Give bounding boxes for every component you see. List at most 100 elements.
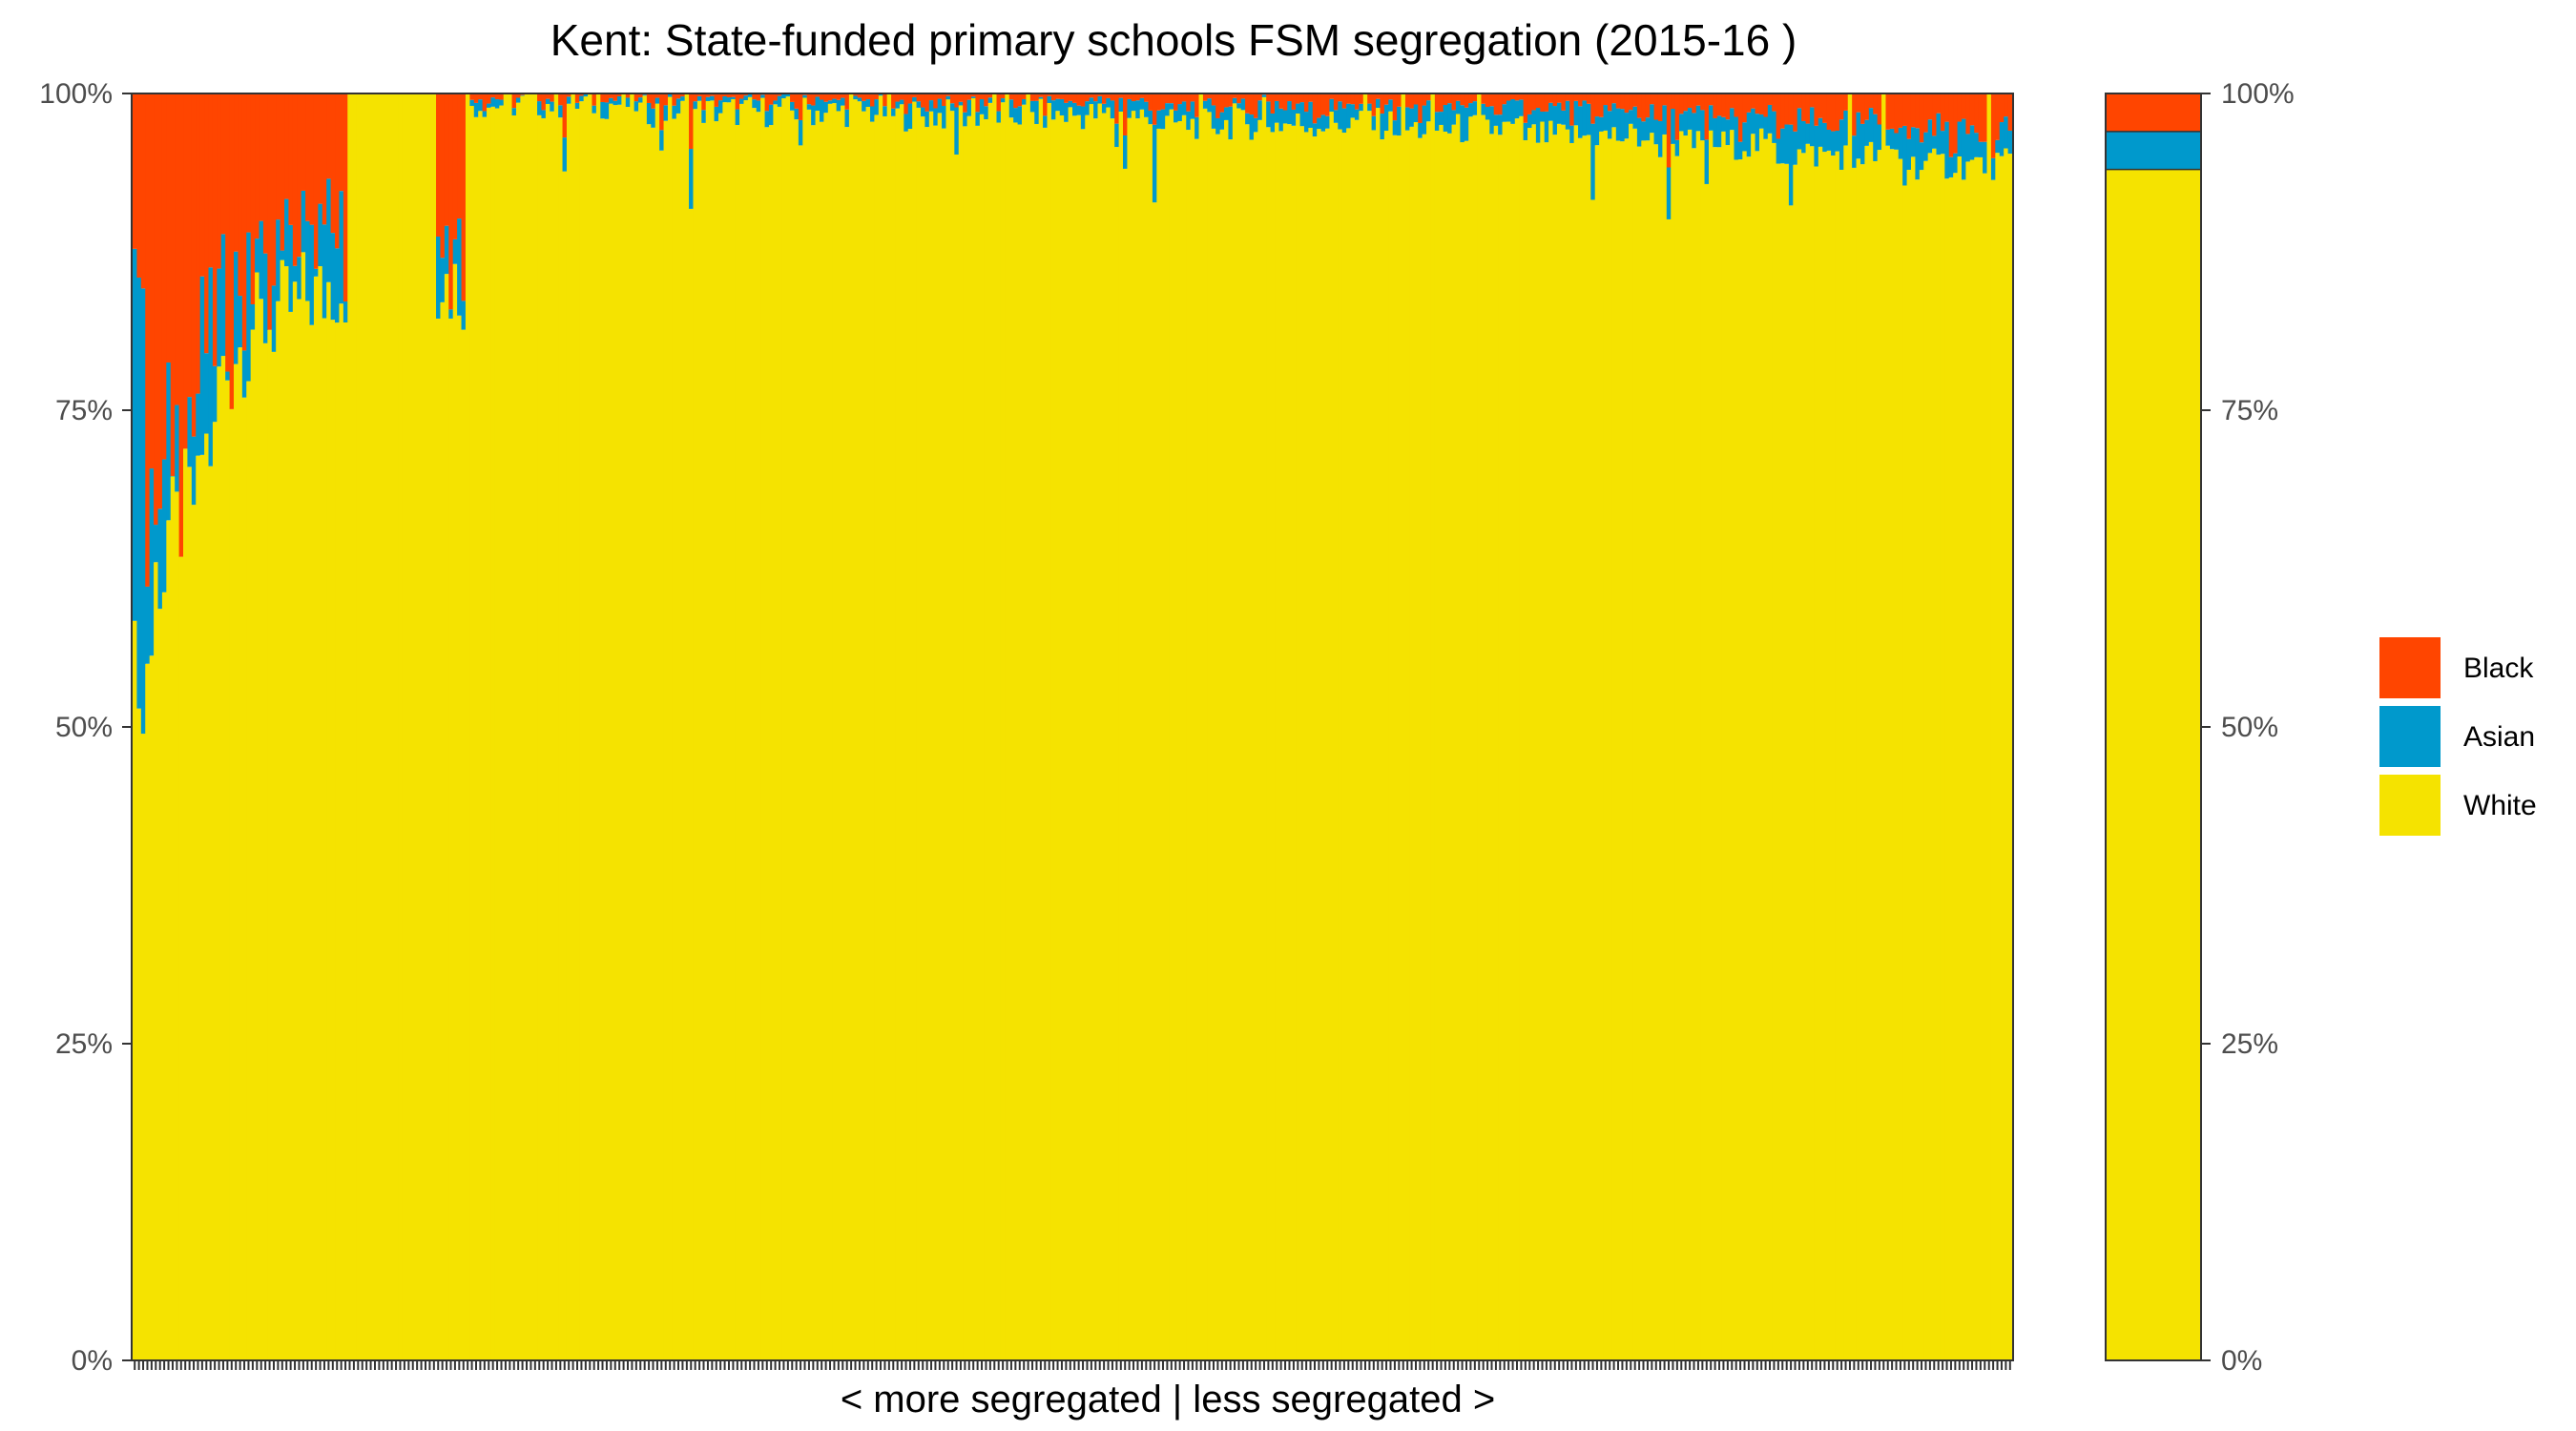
- bar-asian: [196, 393, 201, 456]
- bar-white: [1974, 156, 1980, 1361]
- bar-asian: [756, 100, 761, 113]
- bar-white: [739, 103, 745, 1361]
- overall-panel: [2107, 93, 2200, 1361]
- bar-black: [473, 93, 479, 103]
- bar-asian: [250, 304, 256, 330]
- bar-asian: [710, 95, 716, 101]
- bar-black: [457, 93, 463, 219]
- bar-white: [262, 342, 268, 1360]
- bar-black: [494, 93, 500, 100]
- bar-white: [229, 408, 235, 1360]
- bar-white: [1413, 121, 1419, 1360]
- bar-white: [1021, 104, 1028, 1361]
- bar-black: [1859, 93, 1866, 124]
- bar-asian: [1586, 103, 1591, 135]
- bar-black: [693, 93, 698, 102]
- bar-asian: [1734, 116, 1739, 160]
- bar-asian: [1114, 123, 1120, 148]
- bar-black: [1127, 93, 1132, 99]
- bar-white: [1751, 134, 1756, 1361]
- bar-asian: [1110, 100, 1115, 119]
- bar-white: [1556, 123, 1562, 1360]
- bar-asian: [1329, 98, 1335, 113]
- bar-asian: [1376, 98, 1381, 109]
- schools-panel-border: [131, 93, 2014, 1361]
- bar-asian: [862, 100, 867, 112]
- bar-white: [862, 111, 867, 1361]
- bar-white: [1978, 156, 1984, 1360]
- bar-black: [1839, 93, 1844, 120]
- bar-asian: [1767, 104, 1773, 134]
- bar-black: [1801, 93, 1807, 121]
- bar-asian: [1236, 103, 1242, 109]
- bar-asian: [865, 99, 871, 107]
- bar-white: [675, 113, 681, 1360]
- bar-asian: [672, 105, 677, 119]
- bar-black: [1927, 93, 1933, 120]
- bar-asian: [1287, 101, 1293, 125]
- y-tick-label-right: 25%: [2221, 1028, 2278, 1060]
- bar-black: [1219, 93, 1225, 113]
- bar-asian: [1282, 110, 1288, 124]
- bar-white: [1076, 114, 1082, 1361]
- bar-asian: [1266, 101, 1272, 128]
- bar-asian: [1814, 125, 1819, 167]
- bar-black: [1772, 93, 1777, 112]
- bar-black: [178, 93, 184, 557]
- bar-white: [710, 100, 716, 1360]
- bar-asian: [963, 112, 968, 127]
- bar-black: [722, 93, 728, 96]
- bar-black: [550, 93, 555, 102]
- bar-black: [1139, 93, 1145, 98]
- bar-black: [562, 93, 568, 138]
- bar-asian: [928, 100, 934, 112]
- bar-white: [1059, 114, 1065, 1361]
- bar-asian: [954, 107, 960, 155]
- bar-asian: [920, 107, 926, 117]
- bar-black: [208, 93, 214, 268]
- bar-asian: [802, 94, 808, 98]
- bar-white: [764, 127, 770, 1361]
- bar-white: [1371, 130, 1377, 1360]
- bar-asian: [613, 100, 618, 106]
- bar-white: [440, 301, 446, 1361]
- bar-white: [204, 433, 210, 1360]
- bar-white: [924, 127, 930, 1360]
- bar-white: [398, 93, 404, 1360]
- bar-asian: [1948, 156, 1954, 177]
- bar-asian: [1936, 113, 1942, 156]
- bar-white: [878, 95, 883, 1361]
- bar-black: [844, 93, 850, 110]
- bar-asian: [1751, 108, 1756, 135]
- bar-asian: [1671, 108, 1676, 144]
- bar-white: [1050, 119, 1056, 1361]
- bar-white: [1190, 118, 1195, 1360]
- bar-asian: [1296, 103, 1301, 114]
- bar-black: [827, 93, 833, 101]
- bar-asian: [208, 267, 214, 467]
- bar-asian: [1902, 125, 1908, 186]
- bar-white: [154, 562, 159, 1360]
- bar-white: [1139, 109, 1145, 1360]
- bar-black: [1135, 93, 1141, 101]
- bar-white: [853, 99, 859, 1360]
- bar-black: [1275, 93, 1280, 101]
- bar-white: [1215, 134, 1221, 1361]
- bar-white: [566, 103, 571, 1360]
- bar-asian: [1915, 128, 1921, 180]
- bar-black: [1296, 93, 1301, 104]
- bar-white: [339, 303, 344, 1361]
- bar-black: [592, 93, 597, 106]
- bar-asian: [1165, 103, 1171, 116]
- bar-white: [1894, 149, 1900, 1360]
- bar-white: [722, 102, 728, 1361]
- bar-black: [1965, 93, 1971, 135]
- bar-white: [1123, 168, 1129, 1360]
- bar-white: [1106, 107, 1111, 1360]
- bar-asian: [284, 198, 290, 267]
- bar-black: [196, 93, 201, 394]
- bar-black: [1780, 93, 1786, 129]
- bar-black: [1409, 93, 1415, 109]
- bar-white: [448, 318, 454, 1360]
- bar-asian: [958, 101, 964, 106]
